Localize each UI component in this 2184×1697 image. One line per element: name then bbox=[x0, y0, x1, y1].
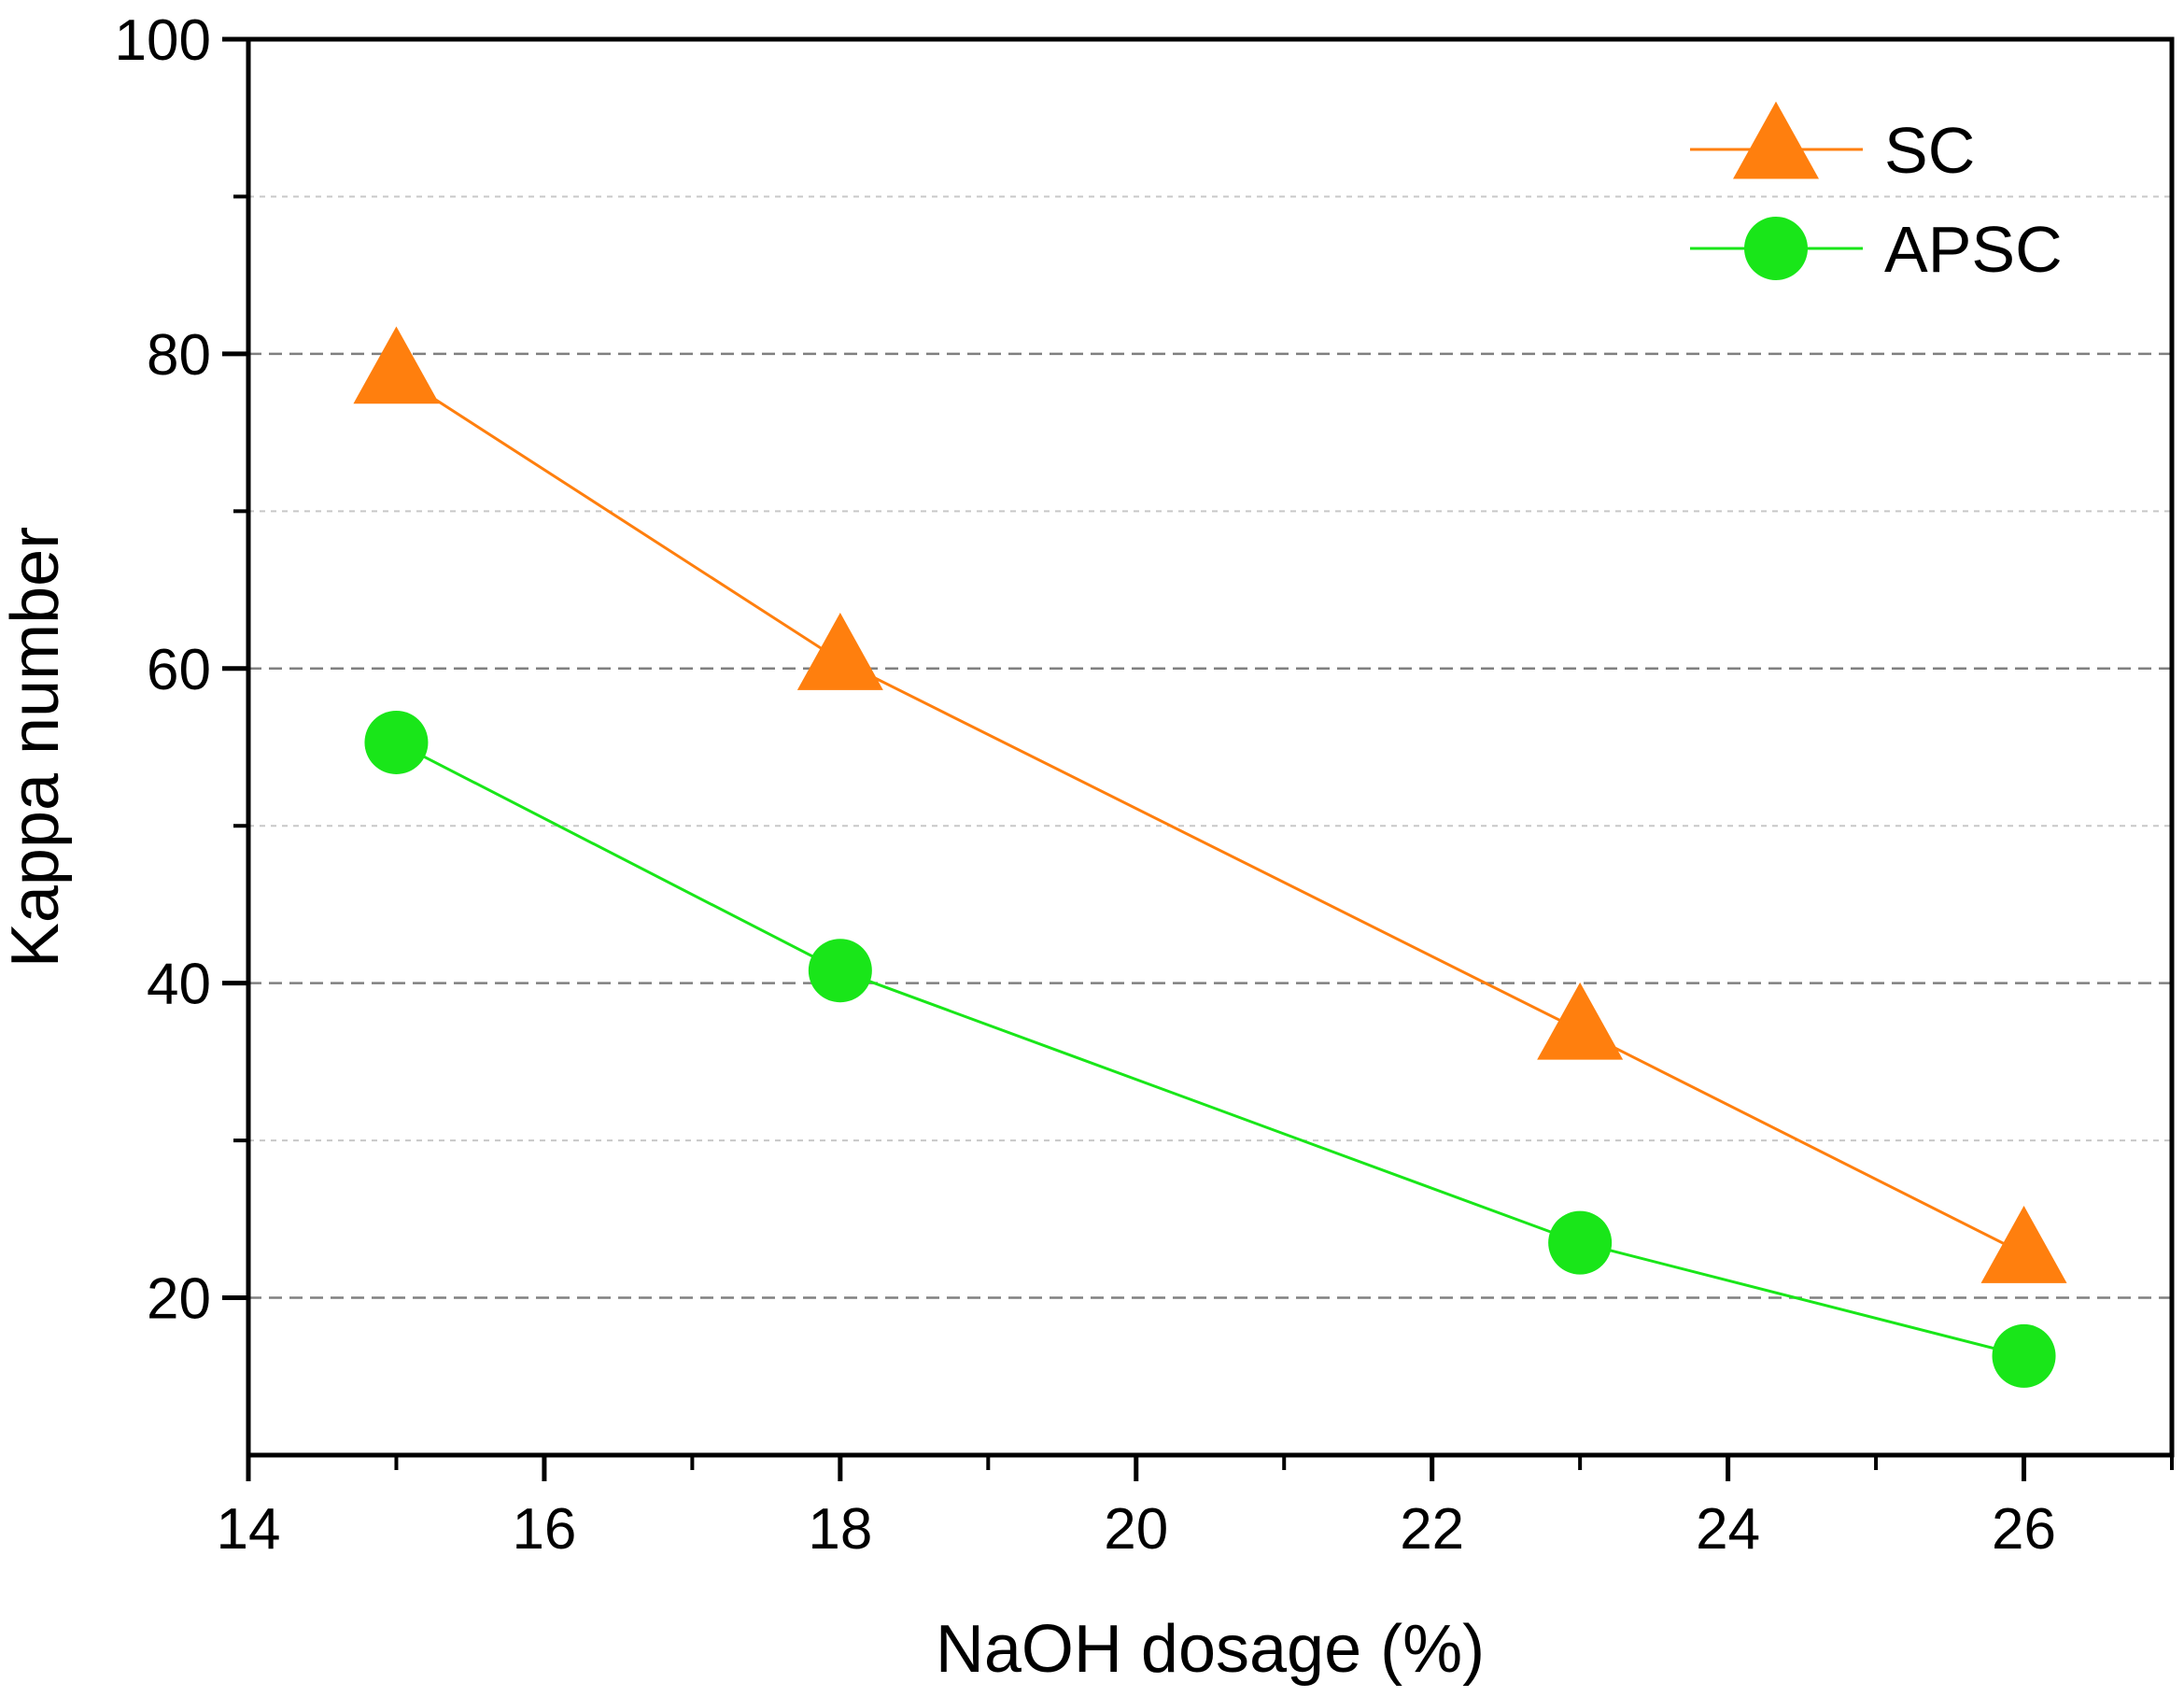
x-tick-label-26: 26 bbox=[1992, 1497, 2056, 1562]
legend-marker-apsc bbox=[1744, 217, 1808, 280]
legend-label-sc: SC bbox=[1884, 114, 1975, 187]
legend-marker-sc bbox=[1733, 101, 1819, 179]
legend-label-apsc: APSC bbox=[1884, 213, 2063, 286]
point-apsc-15 bbox=[364, 710, 429, 774]
y-tick-label-20: 20 bbox=[147, 1267, 211, 1332]
point-sc-26 bbox=[1980, 1206, 2067, 1283]
grid-layer bbox=[248, 195, 2172, 1299]
series-apsc bbox=[364, 710, 2056, 1388]
series-line-sc bbox=[395, 373, 2025, 1255]
series-line-apsc bbox=[395, 741, 2024, 1358]
legend-item-apsc: APSC bbox=[1690, 213, 2063, 286]
plot-frame bbox=[246, 36, 2175, 1458]
y-tick-label-100: 100 bbox=[115, 8, 211, 73]
y-tick-label-80: 80 bbox=[147, 323, 211, 388]
y-tick-label-60: 60 bbox=[147, 638, 211, 702]
point-sc-15 bbox=[353, 326, 440, 404]
x-axis-title: NaOH dosage (%) bbox=[936, 1612, 1485, 1687]
legend-item-sc: SC bbox=[1690, 101, 1975, 187]
point-sc-23 bbox=[1537, 982, 1624, 1060]
ticks-layer: 14 16 18 20 22 24 26 20 40 60 80 100 bbox=[115, 8, 2174, 1562]
point-sc-18 bbox=[796, 613, 883, 690]
x-tick-label-18: 18 bbox=[808, 1497, 872, 1562]
y-tick-label-40: 40 bbox=[147, 953, 211, 1017]
y-axis-title: Kappa number bbox=[0, 527, 73, 968]
series-sc bbox=[353, 326, 2067, 1283]
point-apsc-26 bbox=[1992, 1323, 2056, 1388]
point-apsc-18 bbox=[808, 939, 872, 1003]
x-tick-label-24: 24 bbox=[1696, 1497, 1760, 1562]
series-layer bbox=[353, 326, 2067, 1388]
x-tick-label-20: 20 bbox=[1104, 1497, 1168, 1562]
point-apsc-23 bbox=[1548, 1210, 1613, 1275]
x-tick-label-16: 16 bbox=[512, 1497, 576, 1562]
x-tick-label-14: 14 bbox=[217, 1497, 281, 1562]
legend: SC APSC bbox=[1690, 101, 2063, 286]
axes-layer bbox=[246, 36, 2175, 1458]
x-tick-label-22: 22 bbox=[1400, 1497, 1464, 1562]
